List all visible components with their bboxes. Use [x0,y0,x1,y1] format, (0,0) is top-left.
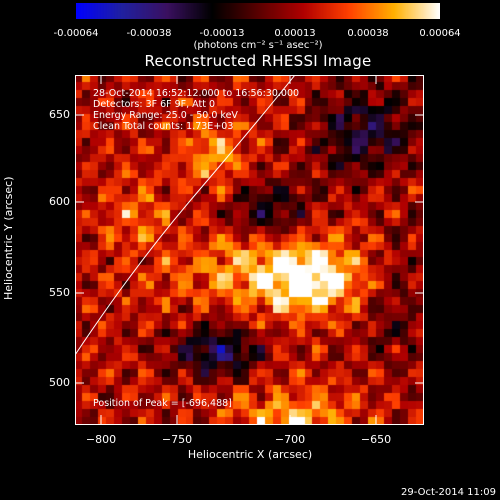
colorbar [76,3,440,19]
x-tick-label: −750 [161,433,193,446]
y-tick-label: 600 [49,195,70,208]
y-tick-label: 650 [49,108,70,121]
plot-frame [75,75,424,425]
x-tick-label: −700 [274,433,306,446]
image-title: Reconstructed RHESSI Image [144,52,372,70]
detectors-label: Detectors: 3F 6F 9F, Att 0 [93,99,216,110]
y-axis-label: Heliocentric Y (arcsec) [2,176,15,300]
colorbar-tick: -0.00038 [126,28,172,39]
colorbar-tick: -0.00064 [53,28,99,39]
colorbar-unit: (photons cm⁻² s⁻¹ asec⁻²) [193,40,323,51]
tick-marks [75,75,424,424]
plot-overlay [75,75,424,425]
x-axis-label: Heliocentric X (arcsec) [187,448,313,461]
peak-position-label: Position of Peak = [-696,488] [93,398,232,409]
rhessi-image-plot: 28-Oct-2014 16:52:12.000 to 16:56:30.000… [75,75,424,425]
y-tick-label: 550 [49,286,70,299]
x-tick-label: −800 [85,433,117,446]
clean-counts-label: Clean Total counts: 1.73E+03 [93,121,234,132]
rhessi-image [75,75,424,425]
limb-curve [75,75,296,356]
time-range-label: 28-Oct-2014 16:52:12.000 to 16:56:30.000 [93,88,300,99]
colorbar-tick: -0.00013 [199,28,245,39]
y-tick-label: 500 [49,376,70,389]
colorbar-tick: 0.00038 [347,28,389,39]
energy-range-label: Energy Range: 25.0 - 50.0 keV [93,110,238,121]
footer-timestamp: 29-Oct-2014 11:09 [401,487,496,498]
x-tick-label: −650 [360,433,392,446]
colorbar-tick: 0.00064 [419,28,461,39]
colorbar-tick: 0.00013 [274,28,316,39]
